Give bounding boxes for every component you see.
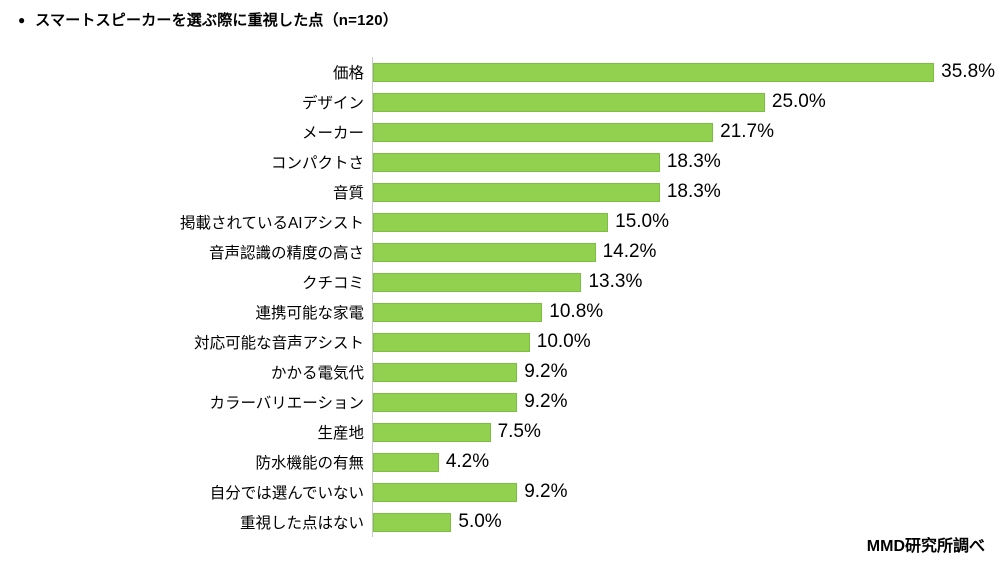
category-label: クチコミ [301, 275, 364, 292]
bar [373, 332, 530, 352]
bar [373, 392, 518, 412]
plot-area: 9.2% [372, 477, 1000, 507]
value-label: 35.8% [941, 61, 996, 82]
bar [373, 242, 596, 262]
bar [373, 152, 660, 172]
bar-row: 掲載されているAIアシスト 15.0% [0, 207, 1000, 237]
value-label: 9.2% [524, 481, 568, 502]
bar-row: 連携可能な家電 10.8% [0, 297, 1000, 327]
page-title: スマートスピーカーを選ぶ際に重視した点（n=120） [35, 12, 398, 29]
bar-row: 重視した点はない 5.0% [0, 507, 1000, 537]
value-label: 9.2% [524, 391, 568, 412]
bar-row: カラーバリエーション 9.2% [0, 387, 1000, 417]
category-label: 音声認識の精度の高さ [208, 245, 364, 262]
category-label: 自分では選んでいない [209, 485, 364, 502]
plot-area: 9.2% [372, 387, 1000, 417]
bar [373, 452, 439, 472]
plot-area: 15.0% [372, 207, 1000, 237]
bar-row: 対応可能な音声アシスト 10.0% [0, 327, 1000, 357]
category-label: カラーバリエーション [209, 395, 364, 412]
category-label: デザイン [301, 95, 364, 112]
bar [373, 272, 582, 292]
bar-row: メーカー 21.7% [0, 117, 1000, 147]
bar [373, 362, 518, 382]
bar-row: 防水機能の有無 4.2% [0, 447, 1000, 477]
bar [373, 212, 609, 232]
plot-area: 25.0% [372, 87, 1000, 117]
category-label: 対応可能な音声アシスト [194, 335, 364, 352]
bar [373, 422, 491, 442]
plot-area: 10.8% [372, 297, 1000, 327]
source-credit: MMD研究所調べ [866, 538, 985, 555]
category-label: 掲載されているAIアシスト [179, 215, 364, 232]
value-label: 25.0% [771, 91, 826, 112]
value-label: 4.2% [445, 451, 490, 472]
chart-title-row: ● スマートスピーカーを選ぶ際に重視した点（n=120） [18, 9, 398, 30]
value-label: 10.8% [549, 301, 604, 322]
plot-area: 9.2% [372, 357, 1000, 387]
category-label: 生産地 [317, 425, 364, 442]
category-label: 防水機能の有無 [255, 455, 364, 472]
category-label: 重視した点はない [239, 515, 364, 532]
value-label: 18.3% [666, 151, 721, 172]
category-label: コンパクトさ [270, 155, 364, 172]
title-bullet-icon: ● [18, 12, 26, 27]
bar [373, 92, 765, 112]
bar-row: 価格 35.8% [0, 57, 1000, 87]
value-label: 15.0% [615, 211, 669, 232]
plot-area: 35.8% [372, 57, 1000, 87]
bar-row: デザイン 25.0% [0, 87, 1000, 117]
value-label: 13.3% [588, 271, 643, 292]
bar [373, 182, 660, 202]
bar [373, 512, 452, 532]
plot-area: 18.3% [372, 147, 1000, 177]
value-label: 5.0% [458, 511, 502, 532]
value-label: 14.2% [602, 241, 657, 262]
bar-row: コンパクトさ 18.3% [0, 147, 1000, 177]
plot-area: 13.3% [372, 267, 1000, 297]
plot-area: 7.5% [372, 417, 1000, 447]
bar [373, 302, 543, 322]
plot-area: 10.0% [372, 327, 1000, 357]
bar-row: クチコミ 13.3% [0, 267, 1000, 297]
value-label: 21.7% [720, 121, 775, 142]
bar-row: 音質 18.3% [0, 177, 1000, 207]
plot-area: 5.0% [372, 507, 1000, 537]
category-label: 連携可能な家電 [255, 305, 364, 322]
plot-area: 18.3% [372, 177, 1000, 207]
bar-row: かかる電気代 9.2% [0, 357, 1000, 387]
bar-row: 自分では選んでいない 9.2% [0, 477, 1000, 507]
value-label: 18.3% [666, 181, 721, 202]
plot-area: 4.2% [372, 447, 1000, 477]
plot-area: 21.7% [372, 117, 1000, 147]
category-label: かかる電気代 [270, 365, 364, 382]
value-label: 9.2% [524, 361, 568, 382]
value-label: 7.5% [497, 421, 541, 442]
category-label: 価格 [332, 65, 364, 82]
category-label: 音質 [332, 185, 364, 202]
bar [373, 122, 714, 142]
bar-row: 音声認識の精度の高さ 14.2% [0, 237, 1000, 267]
bar-row: 生産地 7.5% [0, 417, 1000, 447]
category-label: メーカー [301, 125, 364, 142]
bar [373, 482, 518, 502]
plot-area: 14.2% [372, 237, 1000, 267]
value-label: 10.0% [536, 331, 591, 352]
bar-chart: 価格 35.8% デザイン 25.0% メーカー 21.7% コンパクトさ 18.3% 音質 18… [0, 57, 1000, 537]
bar [373, 62, 935, 82]
